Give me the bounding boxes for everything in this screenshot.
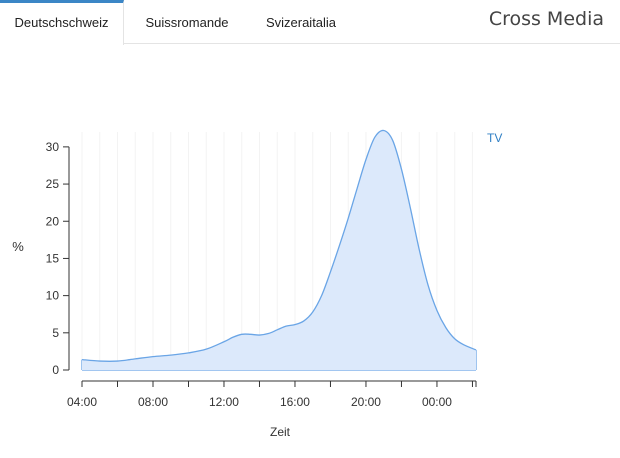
y-tick-label: 10	[46, 289, 60, 303]
series-area-tv	[82, 130, 476, 370]
y-tick-label: 20	[46, 214, 60, 228]
x-tick-label: 12:00	[209, 395, 239, 409]
legend-item-tv[interactable]: TV	[487, 131, 502, 145]
series-line-tv	[81, 129, 477, 362]
y-tick-label: 5	[52, 326, 59, 340]
brand-title: Cross Media	[488, 8, 604, 30]
x-tick-label: 00:00	[422, 395, 452, 409]
x-axis: 04:00 08:00 12:00 16:00 20:00 00:00	[67, 380, 477, 409]
y-tick-label: 25	[46, 177, 60, 191]
y-axis: 0 5 10 15 20 25 30	[46, 140, 70, 377]
x-tick-label: 04:00	[67, 395, 97, 409]
y-tick-label: 0	[52, 363, 59, 377]
x-tick-label: 20:00	[351, 395, 381, 409]
tab-deutschschweiz[interactable]: Deutschschweiz	[0, 0, 124, 45]
x-tick-label: 16:00	[280, 395, 310, 409]
y-axis-label: %	[12, 239, 24, 254]
tab-bar: Deutschschweiz Suissromande Svizeraitali…	[0, 0, 620, 45]
x-axis-label: Zeit	[270, 425, 291, 439]
x-tick-label: 08:00	[138, 395, 168, 409]
y-tick-label: 30	[46, 140, 60, 154]
y-tick-label: 15	[46, 251, 60, 265]
tab-suissromande[interactable]: Suissromande	[145, 15, 229, 30]
tab-svizeraitalia[interactable]: Svizeraitalia	[265, 15, 337, 30]
